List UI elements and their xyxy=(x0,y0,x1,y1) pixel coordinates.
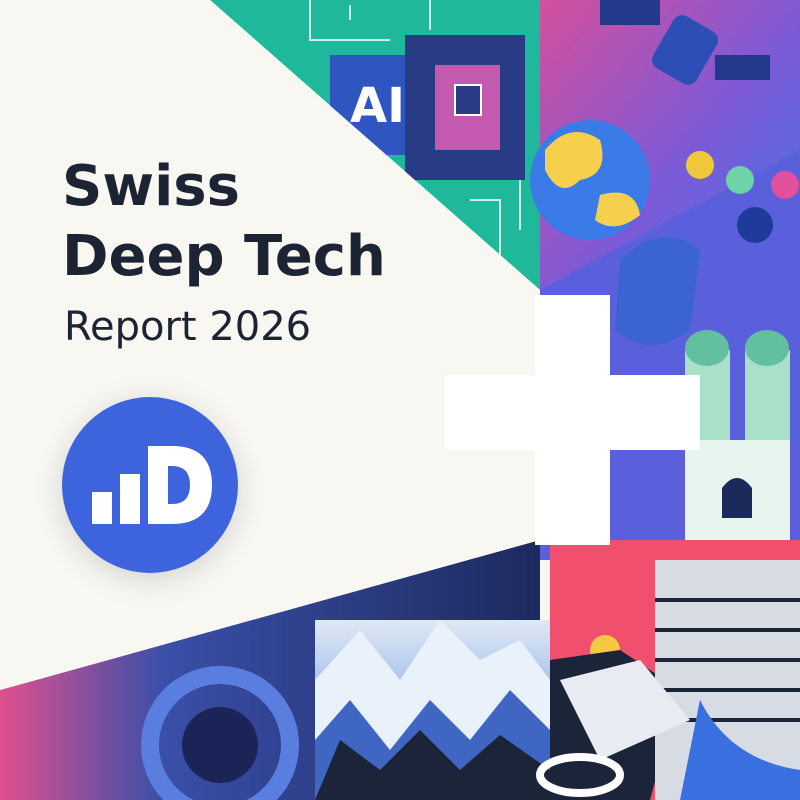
atom xyxy=(726,166,754,194)
dome xyxy=(745,330,789,366)
continent xyxy=(545,132,603,188)
molecules xyxy=(686,151,799,243)
satellite xyxy=(652,15,718,85)
mountain-base xyxy=(315,730,550,800)
subtitle: Report 2026 xyxy=(64,304,311,350)
church xyxy=(685,330,790,540)
dome xyxy=(685,330,729,366)
solar-panel xyxy=(715,55,770,80)
logo-letter xyxy=(148,446,212,524)
title-line: Swiss xyxy=(62,154,240,219)
accelerator-core xyxy=(182,707,258,783)
continent xyxy=(595,192,640,227)
swiss-cross xyxy=(445,295,700,545)
solar-panel xyxy=(600,0,660,25)
door xyxy=(722,478,752,518)
cross-horizontal xyxy=(445,375,700,450)
river xyxy=(680,700,800,800)
logo-bar xyxy=(120,474,140,524)
logo xyxy=(62,397,238,573)
robot-hand xyxy=(615,237,700,345)
atom xyxy=(737,207,773,243)
title-line: Deep Tech xyxy=(62,224,386,289)
logo-bar xyxy=(92,492,112,524)
atom xyxy=(771,171,799,199)
cheese-building xyxy=(560,660,690,760)
atom xyxy=(686,151,714,179)
server-label: AI xyxy=(350,78,405,134)
chip xyxy=(454,84,482,116)
ring-building xyxy=(536,753,624,797)
accelerator-ring xyxy=(141,666,299,800)
